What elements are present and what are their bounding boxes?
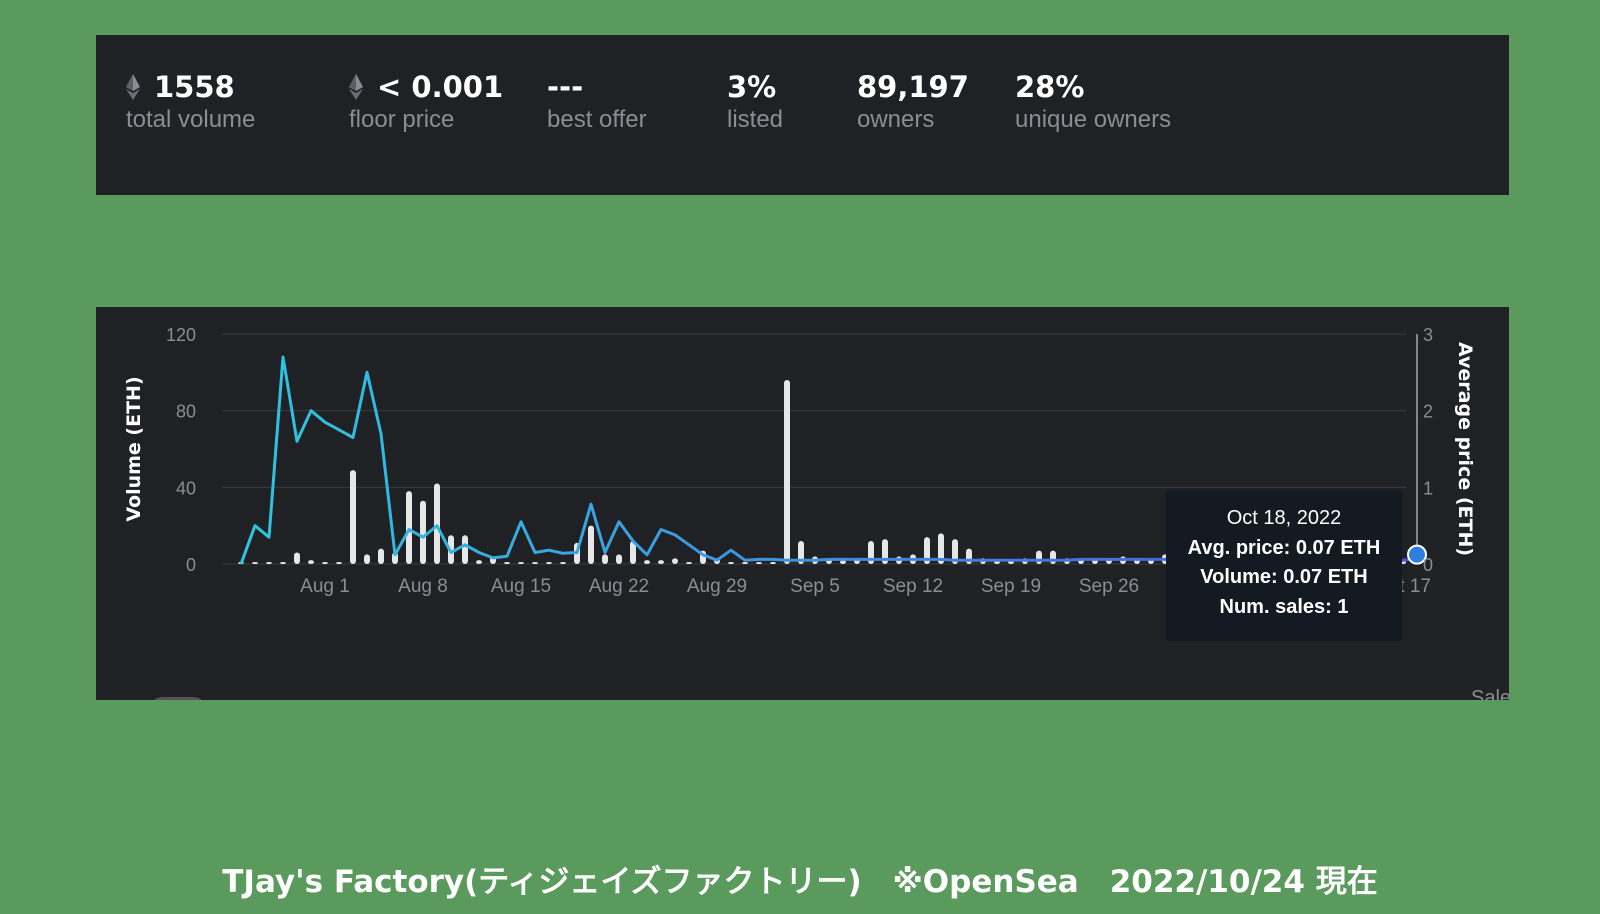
- volume-bar: [1050, 550, 1056, 564]
- volume-bar: [406, 491, 412, 564]
- volume-bar: [420, 500, 426, 564]
- volume-bar: [546, 562, 552, 564]
- stat-total-volume[interactable]: 1558 total volume: [126, 69, 255, 135]
- y-left-axis-title: Volume (ETH): [123, 376, 145, 521]
- volume-bar: [658, 560, 664, 564]
- volume-bar: [476, 560, 482, 564]
- y-right-tick-label: 0: [1423, 555, 1433, 575]
- stat-label: owners: [857, 106, 935, 133]
- volume-bar: [336, 562, 342, 564]
- x-tick-label: Sep 19: [981, 576, 1041, 597]
- tooltip-num-sales: Num. sales: 1: [1219, 595, 1349, 618]
- volume-bar: [630, 541, 636, 564]
- x-tick-label: Sep 5: [790, 576, 840, 597]
- volume-bar: [560, 562, 566, 564]
- volume-bar: [770, 562, 776, 564]
- volume-bar: [392, 552, 398, 564]
- collection-stats-panel: 1558 total volume < 0.001 floor price --…: [96, 35, 1509, 195]
- volume-bar: [728, 562, 734, 564]
- volume-bar: [1036, 550, 1042, 564]
- volume-bar: [686, 562, 692, 564]
- x-tick-label: Aug 15: [491, 576, 551, 597]
- stat-label: best offer: [547, 106, 647, 133]
- volume-bar: [840, 560, 846, 564]
- stat-value: 28%: [1015, 70, 1085, 104]
- volume-bar: [602, 554, 608, 564]
- volume-bar: [756, 562, 762, 564]
- stat-value: 89,197: [857, 70, 969, 104]
- stat-best-offer[interactable]: --- best offer: [547, 69, 647, 135]
- eth-icon: [126, 74, 140, 100]
- volume-bar: [280, 562, 286, 564]
- volume-bar: [742, 562, 748, 564]
- volume-bar: [588, 525, 594, 564]
- volume-bar: [616, 554, 622, 564]
- stat-label: total volume: [126, 106, 256, 133]
- volume-bar: [308, 560, 314, 564]
- volume-bar: [364, 554, 370, 564]
- stat-value: 3%: [727, 70, 777, 104]
- volume-bar: [252, 562, 258, 564]
- tooltip-volume: Volume: 0.07 ETH: [1200, 566, 1368, 588]
- y-right-axis-title: Average price (ETH): [1454, 342, 1476, 556]
- y-left-tick-label: 40: [176, 478, 196, 498]
- volume-bar: [266, 562, 272, 564]
- y-right-tick-label: 2: [1423, 402, 1433, 422]
- volume-bar: [644, 560, 650, 564]
- chart-tooltip: Oct 18, 2022 Avg. price: 0.07 ETH Volume…: [1166, 490, 1402, 641]
- y-left-tick-label: 80: [176, 402, 196, 422]
- volume-bar: [294, 552, 300, 564]
- stat-floor-price[interactable]: < 0.001 floor price: [349, 69, 503, 135]
- x-tick-label: Sep 26: [1079, 576, 1139, 597]
- x-tick-label: Sep 12: [883, 576, 943, 597]
- volume-bar: [518, 562, 524, 564]
- tooltip-date: Oct 18, 2022: [1226, 507, 1342, 529]
- volume-bar: [462, 535, 468, 564]
- volume-bar: [504, 562, 510, 564]
- avatar: [148, 697, 208, 700]
- y-right-tick-label: 1: [1423, 478, 1433, 498]
- volume-bar: [322, 562, 328, 564]
- volume-bar: [798, 541, 804, 564]
- stat-value: ---: [547, 70, 584, 104]
- y-left-tick-label: 0: [186, 555, 196, 575]
- stat-unique-owners[interactable]: 28% unique owners: [1015, 69, 1171, 135]
- stat-value: < 0.001: [377, 70, 504, 104]
- stat-label: unique owners: [1015, 106, 1172, 133]
- volume-bar: [350, 470, 356, 564]
- x-tick-label: Aug 22: [589, 576, 649, 597]
- volume-bar: [952, 539, 958, 564]
- volume-bar: [938, 533, 944, 564]
- volume-bar: [532, 562, 538, 564]
- stat-listed[interactable]: 3% listed: [727, 69, 783, 135]
- stat-owners[interactable]: 89,197 owners: [857, 69, 969, 135]
- volume-bar: [882, 539, 888, 564]
- y-left-tick-label: 120: [166, 325, 196, 345]
- volume-bar: [378, 548, 384, 564]
- price-history-chart-panel: 120 80 40 0 3 2 1 0 Volume (ETH) Average price (E…: [96, 307, 1509, 700]
- stat-value: 1558: [154, 70, 235, 104]
- x-tick-label: Aug 29: [687, 576, 747, 597]
- volume-bar: [784, 380, 790, 564]
- x-tick-label: Aug 1: [300, 576, 350, 597]
- eth-icon: [349, 74, 363, 100]
- volume-bar: [434, 483, 440, 564]
- volume-bar: [966, 548, 972, 564]
- stat-label: floor price: [349, 106, 455, 133]
- x-tick-label: Aug 8: [398, 576, 448, 597]
- tooltip-avg-price: Avg. price: 0.07 ETH: [1187, 536, 1381, 559]
- y-right-tick-label: 3: [1423, 325, 1433, 345]
- caption: TJay's Factory(ティジェイズファクトリー) ※OpenSea 20…: [222, 864, 1378, 900]
- hover-marker: [1407, 544, 1427, 565]
- stat-label: listed: [727, 106, 784, 133]
- volume-bar: [672, 558, 678, 564]
- volume-bar: [924, 537, 930, 564]
- sales-header-cut: Sale: [1471, 687, 1509, 700]
